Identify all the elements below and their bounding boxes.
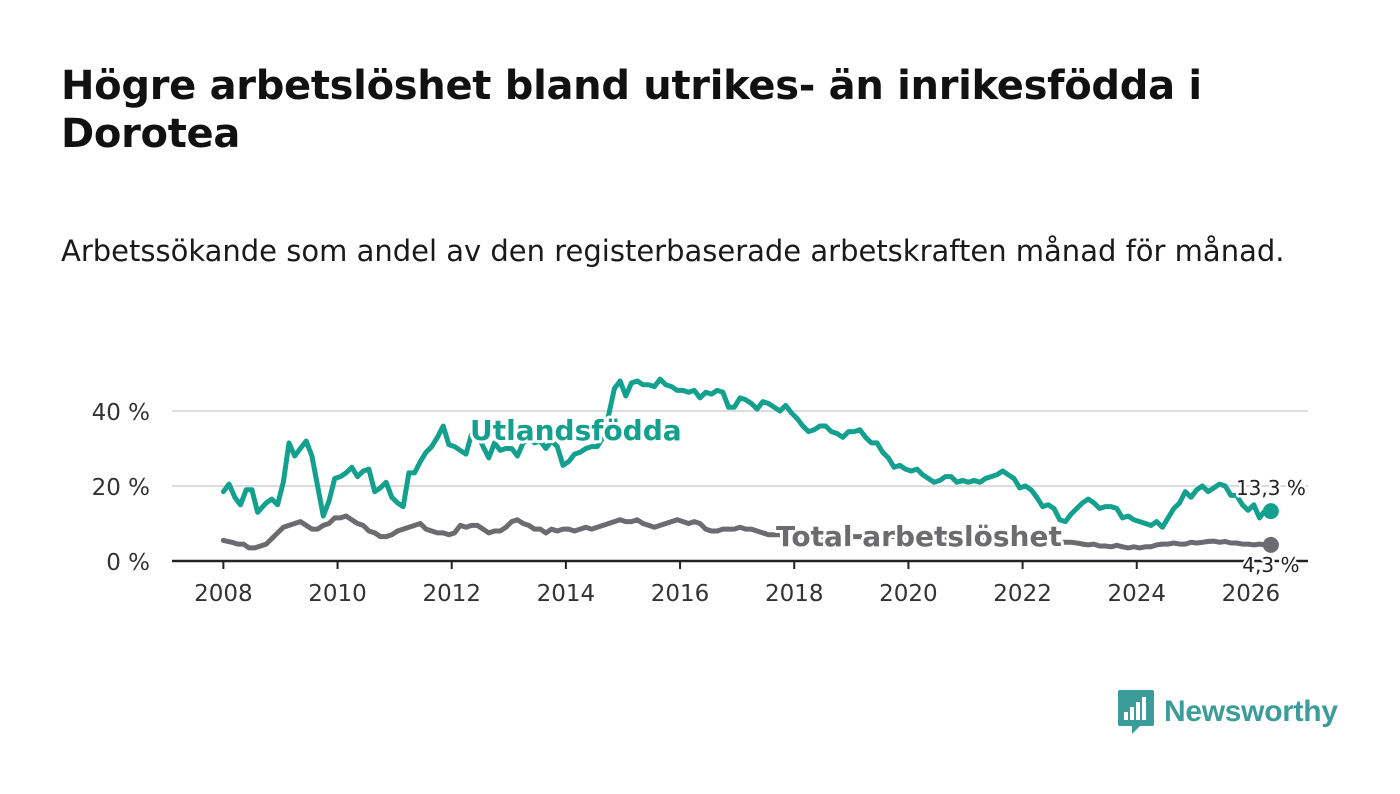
grid-lines (172, 410, 1308, 487)
end-label-utlandsfodda: 13,3 % (1236, 476, 1306, 500)
x-tick-label: 2012 (422, 581, 481, 607)
end-label-total: 4,3 % (1242, 553, 1299, 577)
end-label-utlandsfodda-halo: 13,3 % (1236, 476, 1306, 500)
x-tick-label: 2024 (1107, 581, 1166, 607)
series-lines (220, 376, 1274, 551)
newsworthy-logo-icon (1118, 690, 1154, 734)
y-tick-label: 40 % (92, 400, 150, 426)
x-tick-label: 2014 (537, 581, 596, 607)
end-label-total-halo: 4,3 % (1242, 553, 1299, 577)
end-marker-total (1262, 536, 1279, 553)
x-tick-label: 2018 (765, 581, 824, 607)
y-tick-label: 0 % (106, 550, 150, 576)
brand-name: Newsworthy (1164, 695, 1338, 728)
y-tick-label: 20 % (92, 475, 150, 501)
x-tick-label: 2026 (1222, 581, 1281, 607)
x-tick-label: 2016 (651, 581, 710, 607)
series-label-utlandsfodda: Utlandsfödda (470, 414, 682, 447)
x-tick-label: 2010 (308, 581, 367, 607)
newsworthy-logo: Newsworthy (1118, 690, 1338, 734)
end-marker-utlandsfodda (1262, 503, 1279, 520)
series-line-utlandsfodda (220, 376, 1274, 530)
chart-subtitle: Arbetssökande som andel av den registerb… (61, 234, 1285, 268)
x-tick-label: 2022 (993, 581, 1052, 607)
x-tick-label: 2008 (194, 581, 253, 607)
series-line-total (220, 513, 1274, 551)
series-label-total-halo: Total arbetslöshet (776, 520, 1062, 553)
chart-title: Högre arbetslöshet bland utrikes- än inr… (61, 63, 1202, 157)
x-tick-label: 2020 (879, 581, 938, 607)
series-label-utlandsfodda-halo: Utlandsfödda (470, 414, 682, 447)
series-label-total: Total arbetslöshet (776, 520, 1062, 553)
axes: 0 % 20 % 40 % 2008 2010 2012 2014 2016 2018 2020 2… (92, 400, 1308, 607)
